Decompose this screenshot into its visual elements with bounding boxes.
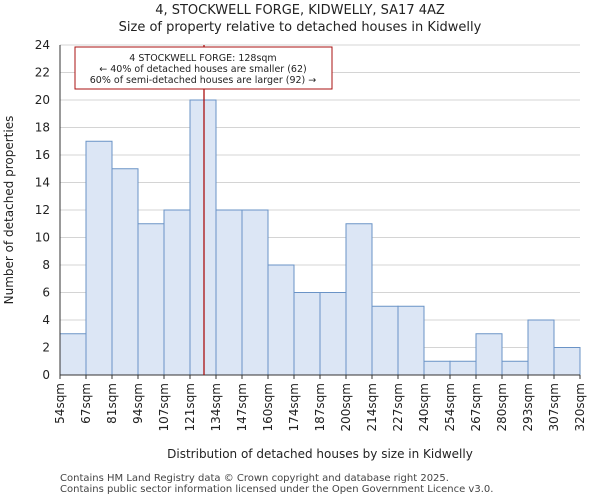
- x-tick-label: 107sqm: [157, 383, 171, 431]
- x-tick-label: 147sqm: [235, 383, 249, 431]
- histogram-bar: [527, 319, 555, 376]
- x-tick-label: 267sqm: [469, 383, 483, 431]
- histogram-bar: [267, 264, 295, 376]
- y-tick-label: 6: [42, 286, 50, 300]
- histogram-bar: [397, 305, 425, 376]
- x-tick-label: 214sqm: [365, 383, 379, 431]
- y-tick-label: 4: [42, 313, 50, 327]
- x-tick-label: 187sqm: [313, 383, 327, 431]
- x-tick-label: 134sqm: [209, 383, 223, 431]
- x-tick-label: 320sqm: [573, 383, 587, 431]
- y-tick-label: 16: [35, 148, 50, 162]
- histogram-bar: [319, 292, 347, 376]
- y-tick-label: 22: [35, 66, 50, 80]
- histogram-bar: [293, 292, 321, 376]
- footer-licence: Contains public sector information licen…: [60, 484, 494, 495]
- y-tick-label: 14: [35, 176, 50, 190]
- histogram-bar: [553, 347, 581, 376]
- histogram-bar: [371, 305, 399, 376]
- x-tick-label: 254sqm: [443, 383, 457, 431]
- chart-subtitle: Size of property relative to detached ho…: [118, 20, 482, 35]
- annotation-line-3: 60% of semi-detached houses are larger (…: [90, 75, 317, 86]
- histogram-bar: [189, 99, 217, 376]
- histogram-bar: [111, 168, 139, 376]
- histogram-bar: [241, 209, 269, 376]
- x-tick-label: 240sqm: [417, 383, 431, 431]
- x-tick-label: 160sqm: [261, 383, 275, 431]
- y-tick-label: 18: [35, 121, 50, 135]
- x-tick-label: 307sqm: [547, 383, 561, 431]
- histogram-bar: [345, 223, 373, 376]
- y-tick-label: 10: [35, 231, 50, 245]
- histogram-bar: [59, 333, 87, 376]
- y-tick-label: 12: [35, 203, 50, 217]
- y-tick-label: 20: [35, 93, 50, 107]
- y-tick-label: 2: [42, 341, 50, 355]
- annotation-box: [74, 46, 333, 90]
- y-tick-label: 24: [35, 38, 50, 52]
- x-tick-label: 121sqm: [183, 383, 197, 431]
- histogram-bar: [475, 333, 503, 376]
- x-tick-label: 293sqm: [521, 383, 535, 431]
- histogram-bar: [449, 360, 477, 376]
- histogram-bar: [85, 140, 113, 376]
- x-tick-label: 174sqm: [287, 383, 301, 431]
- histogram-bar: [163, 209, 191, 376]
- y-tick-label: 0: [42, 368, 50, 382]
- histogram-bar: [215, 209, 243, 376]
- x-tick-label: 67sqm: [79, 383, 93, 424]
- y-axis-label: Number of detached properties: [2, 116, 16, 305]
- x-axis-label: Distribution of detached houses by size …: [167, 447, 473, 461]
- x-tick-label: 54sqm: [53, 383, 67, 424]
- x-tick-label: 81sqm: [105, 383, 119, 424]
- chart-title: 4, STOCKWELL FORGE, KIDWELLY, SA17 4AZ: [155, 3, 445, 18]
- footer-copyright: Contains HM Land Registry data © Crown c…: [60, 473, 449, 484]
- x-tick-label: 227sqm: [391, 383, 405, 431]
- annotation-line-2: ← 40% of detached houses are smaller (62…: [99, 64, 306, 75]
- annotation-line-1: 4 STOCKWELL FORGE: 128sqm: [129, 53, 276, 64]
- histogram-bar: [423, 360, 451, 376]
- histogram-bar: [137, 223, 165, 376]
- y-tick-label: 8: [42, 258, 50, 272]
- x-tick-label: 94sqm: [131, 383, 145, 424]
- histogram-bar: [501, 360, 529, 376]
- x-tick-label: 200sqm: [339, 383, 353, 431]
- x-tick-label: 280sqm: [495, 383, 509, 431]
